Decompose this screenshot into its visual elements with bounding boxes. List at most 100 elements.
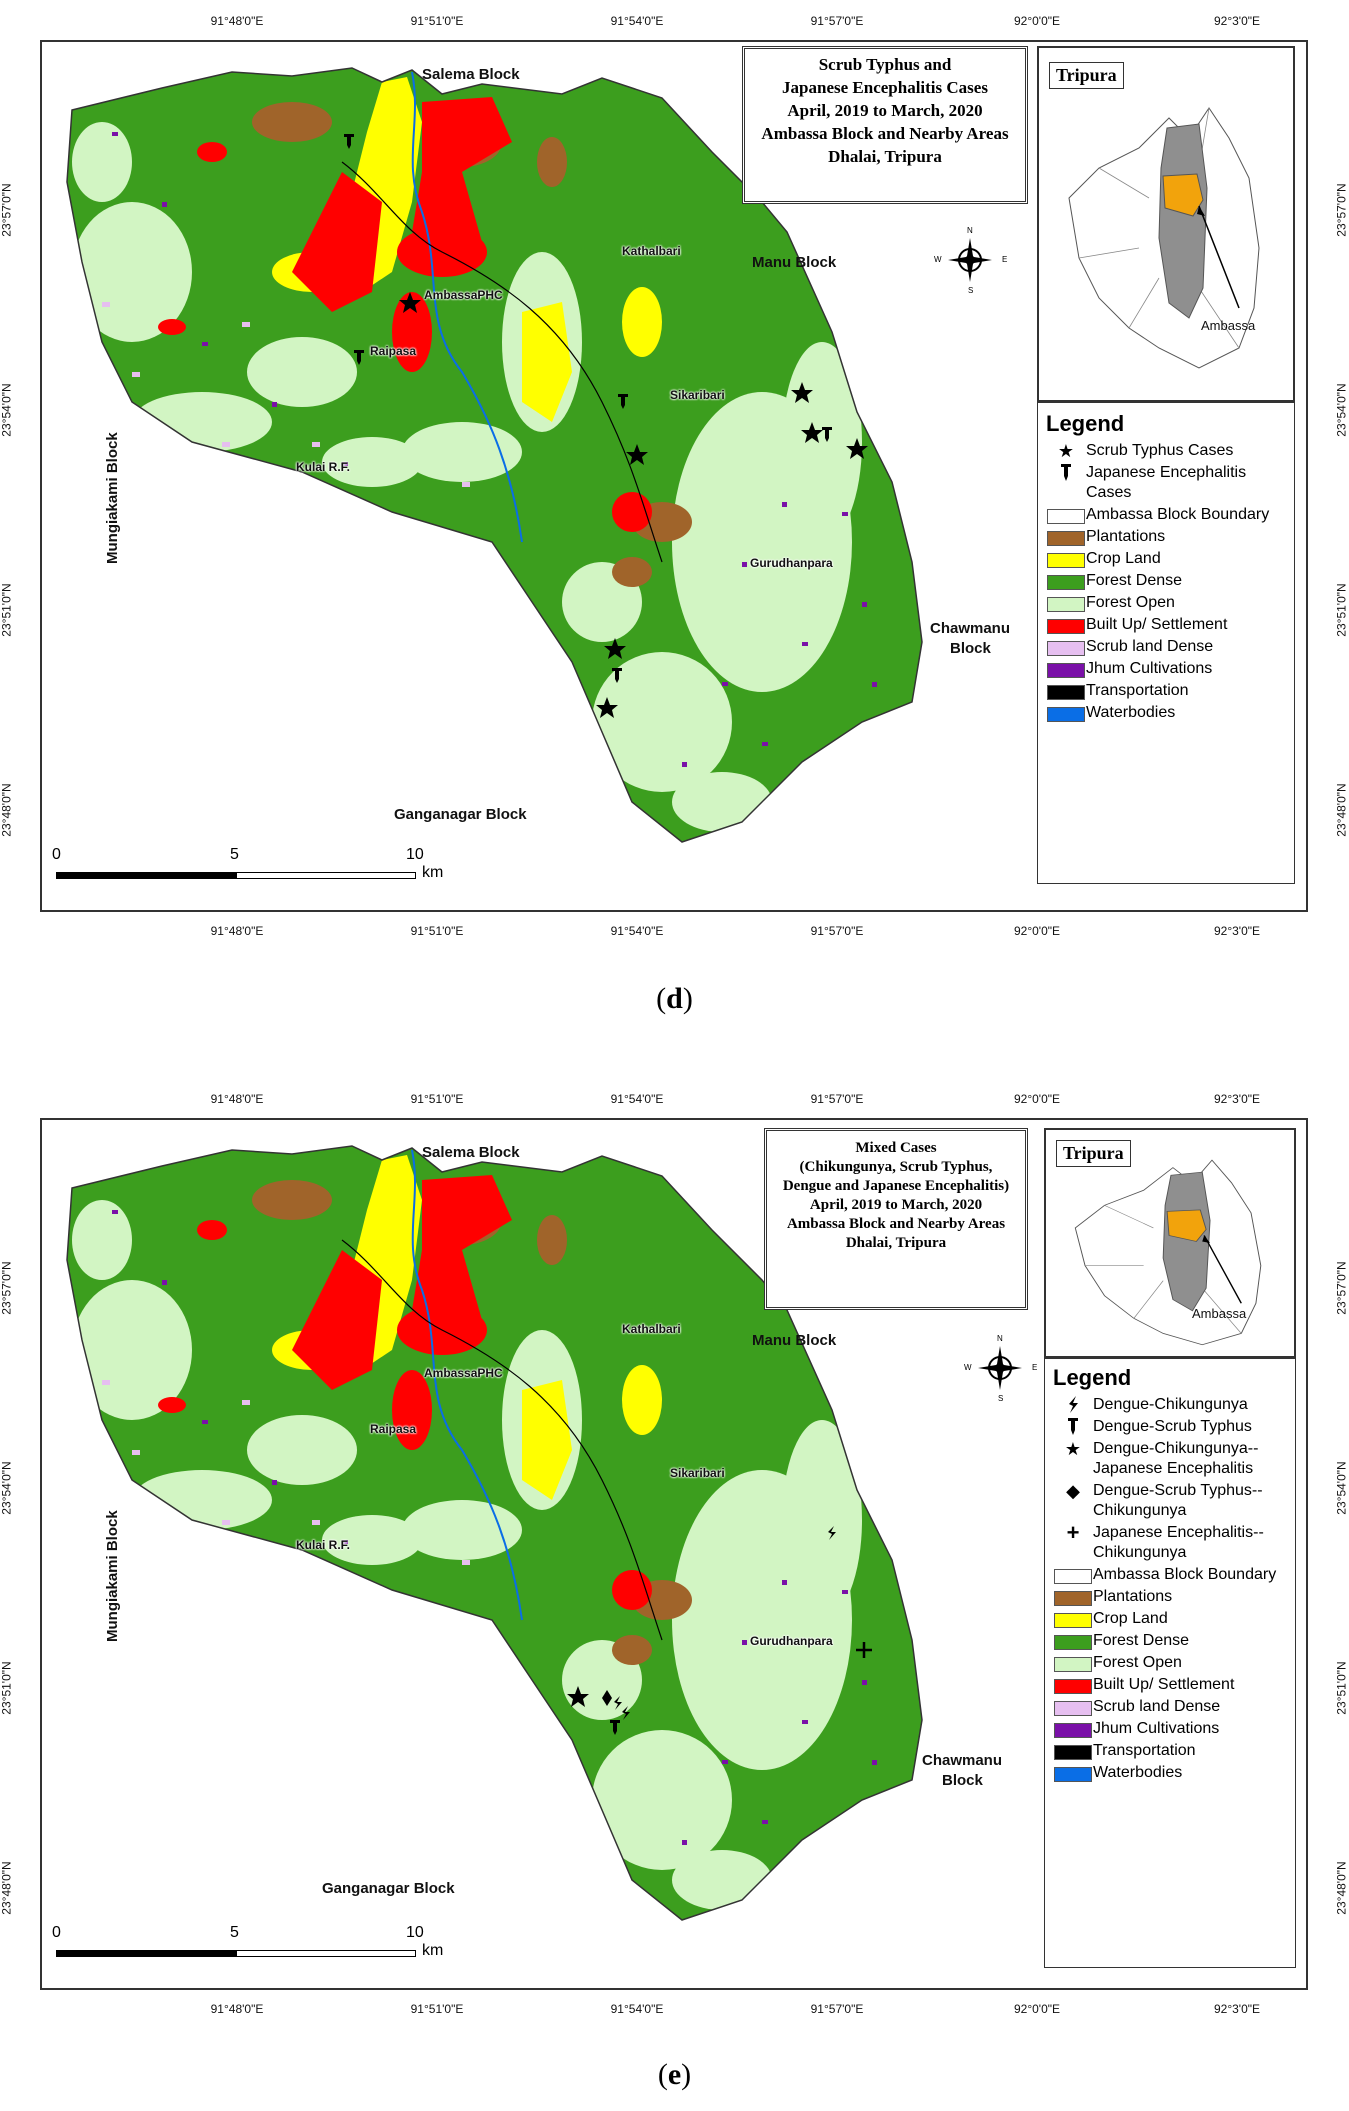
map-title-line: Ambassa Block and Nearby Areas	[761, 124, 1009, 143]
settlement-areas	[158, 1175, 652, 1610]
lat-label: 23°48'0"N	[1334, 783, 1349, 837]
lon-label: 91°48'0"E	[210, 2002, 264, 2016]
scrub-land-spots	[102, 302, 470, 487]
legend-item-jhum: Jhum Cultivations	[1046, 659, 1286, 679]
lon-label: 92°3'0"E	[1213, 14, 1261, 28]
swatch-transportation	[1047, 684, 1085, 700]
tripura-inset-map: Tripura Ambassa	[1037, 46, 1295, 402]
place-label-kulai: Kulai R.F.	[296, 460, 351, 474]
legend-item-forest-open: Forest Open	[1053, 1653, 1287, 1673]
lon-label: 91°51'0"E	[410, 2002, 464, 2016]
north-arrow-icon: N S W E	[964, 1334, 1037, 1403]
compass-e: E	[1032, 1363, 1038, 1372]
lat-label: 23°57'0"N	[1334, 1261, 1349, 1315]
swatch-forest-open	[1047, 596, 1085, 612]
swatch-crop-land	[1047, 552, 1085, 568]
lon-label: 91°54'0"E	[610, 924, 664, 938]
legend-item-je: Japanese Encephalitis Cases	[1046, 463, 1286, 503]
lat-label: 23°54'0"N	[1334, 383, 1349, 437]
scale-segment-light	[236, 1950, 416, 1957]
lat-label: 23°48'0"N	[0, 1861, 14, 1915]
legend-item-built-up: Built Up/ Settlement	[1046, 615, 1286, 635]
lat-label: 23°54'0"N	[0, 1461, 14, 1515]
map-title-line: Dhalai, Tripura	[828, 147, 942, 166]
lat-label: 23°51'0"N	[0, 1661, 14, 1715]
cross-icon: +	[1066, 1520, 1080, 1545]
lon-label: 91°51'0"E	[410, 1092, 464, 1106]
legend-item-scrub-land: Scrub land Dense	[1046, 637, 1286, 657]
lat-label: 23°57'0"N	[0, 1261, 14, 1315]
inset-title: Tripura	[1049, 62, 1124, 89]
scale-tick: 0	[52, 1924, 61, 1941]
lon-label: 92°3'0"E	[1213, 2002, 1261, 2016]
scale-tick: 10	[406, 1924, 424, 1941]
legend-item-forest-dense: Forest Dense	[1046, 571, 1286, 591]
river-lines	[411, 71, 523, 543]
swatch-boundary	[1054, 1568, 1092, 1584]
map-panel-d: 91°48'0"E 91°51'0"E 91°54'0"E 91°57'0"E …	[0, 14, 1348, 938]
lon-label: 91°54'0"E	[610, 2002, 664, 2016]
tripura-outline-icon	[1068, 107, 1260, 369]
tripura-inset-map: Tripura Ambassa	[1044, 1128, 1296, 1358]
scrub-typhus-case-mark	[626, 444, 648, 465]
lightning-bolt-icon	[1069, 1396, 1078, 1413]
je-chikungunya-mark	[856, 1642, 872, 1658]
north-arrow-icon: N S W E	[934, 226, 1007, 295]
lon-label: 92°3'0"E	[1213, 924, 1261, 938]
dengue-scrub-typhus-chikungunya-mark	[602, 1690, 612, 1706]
place-label-gurudhanpara: Gurudhanpara	[750, 1634, 833, 1648]
place-label-sikaribari: Sikaribari	[670, 388, 725, 402]
swatch-jhum	[1047, 662, 1085, 678]
lon-label: 92°3'0"E	[1213, 1092, 1261, 1106]
map-title-line: (Chikungunya, Scrub Typhus,	[799, 1159, 993, 1175]
lon-label: 92°0'0"E	[1013, 1092, 1061, 1106]
dengue-chikungunya-je-mark	[567, 1686, 589, 1707]
inset-title: Tripura	[1056, 1140, 1131, 1167]
scrub-typhus-case-marks	[399, 292, 868, 718]
scale-tick: 0	[52, 846, 61, 863]
place-label-gurudhanpara: Gurudhanpara	[750, 556, 833, 570]
block-label-chawmanu-2: Block	[942, 1772, 983, 1789]
map-title-line: Dhalai, Tripura	[845, 1235, 947, 1251]
je-case-mark	[822, 427, 832, 442]
lon-label: 91°48'0"E	[210, 14, 264, 28]
legend-item-plantations: Plantations	[1046, 527, 1286, 547]
block-label-chawmanu-2: Block	[950, 640, 991, 657]
lon-label: 91°48'0"E	[210, 1092, 264, 1106]
swatch-plantations	[1047, 530, 1085, 546]
compass-s: S	[968, 286, 974, 295]
scale-tick: 5	[230, 846, 239, 863]
map-legend: Legend ★ Scrub Typhus Cases Japanese Enc…	[1037, 402, 1295, 884]
scrub-land-spots	[102, 1380, 470, 1565]
legend-item-boundary: Ambassa Block Boundary	[1053, 1565, 1287, 1585]
scale-unit: km	[422, 864, 444, 881]
place-label-ambassa-phc: AmbassaPHC	[424, 288, 503, 302]
legend-item-forest-dense: Forest Dense	[1053, 1631, 1287, 1651]
map-title-line: Ambassa Block and Nearby Areas	[786, 1216, 1006, 1232]
je-case-mark	[354, 350, 364, 365]
legend-item-dengue-scrub-typhus-chikungunya: ◆ Dengue-Scrub Typhus--Chikungunya	[1066, 1481, 1263, 1519]
lat-label: 23°51'0"N	[1334, 1661, 1349, 1715]
block-label-mungiakami: Mungiakami Block	[104, 1510, 121, 1642]
lon-label: 91°57'0"E	[810, 1092, 864, 1106]
river-lines	[411, 1149, 523, 1621]
diamond-icon: ◆	[1066, 1481, 1080, 1501]
inset-label-ambassa: Ambassa	[1192, 1306, 1247, 1321]
block-label-salema: Salema Block	[422, 1144, 520, 1161]
map-panel-e: 91°48'0"E 91°51'0"E 91°54'0"E 91°57'0"E …	[0, 1092, 1348, 2016]
figure-caption-e: (e)	[657, 2058, 692, 2091]
legend-item-dengue-scrub-typhus: Dengue-Scrub Typhus	[1053, 1417, 1287, 1437]
dengue-chikungunya-mark	[622, 1706, 630, 1720]
je-case-mark	[344, 134, 354, 149]
scrub-typhus-case-mark	[399, 292, 421, 313]
compass-e: E	[1002, 255, 1008, 264]
map-title-line: Dengue and Japanese Encephalitis)	[782, 1178, 1010, 1194]
block-label-manu: Manu Block	[752, 254, 837, 271]
legend-item-crop-land: Crop Land	[1053, 1609, 1287, 1629]
lat-label: 23°48'0"N	[1334, 1861, 1349, 1915]
je-case-mark	[612, 668, 622, 683]
block-label-ganganagar: Ganganagar Block	[394, 806, 527, 823]
swatch-waterbodies	[1054, 1766, 1092, 1782]
scale-unit: km	[422, 1942, 444, 1959]
je-case-marks	[344, 134, 832, 683]
